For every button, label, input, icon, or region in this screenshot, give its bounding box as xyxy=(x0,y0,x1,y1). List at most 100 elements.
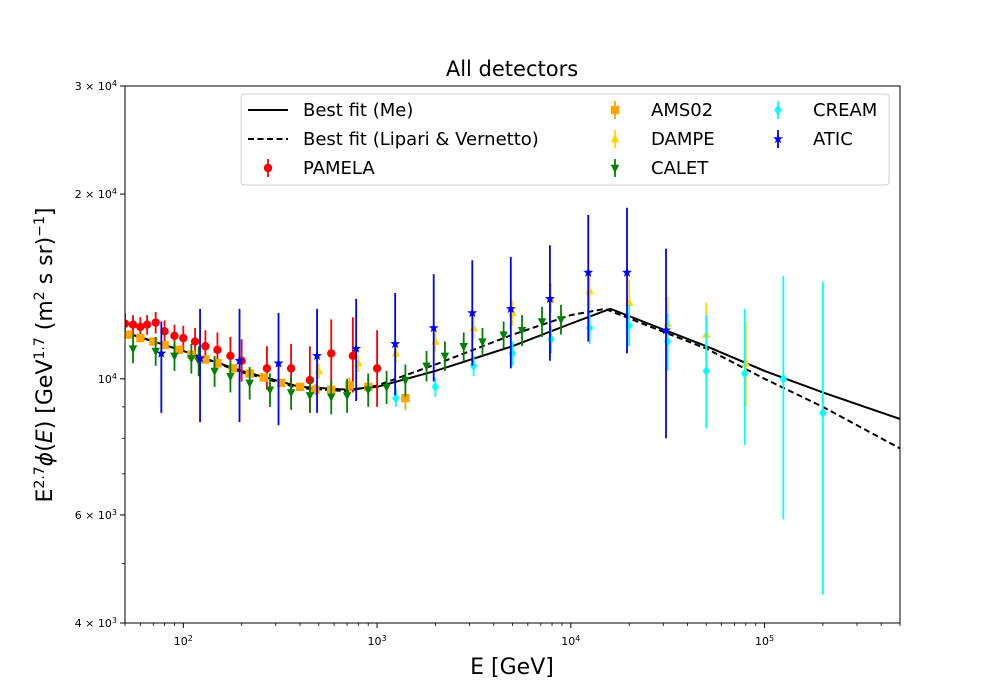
data-point xyxy=(245,379,254,389)
data-point xyxy=(305,392,315,401)
data-point xyxy=(741,358,750,367)
data-point xyxy=(314,365,323,375)
data-point xyxy=(342,392,352,401)
legend-label: DAMPE xyxy=(651,129,715,150)
data-point xyxy=(382,383,391,393)
data-point xyxy=(478,338,487,347)
data-point xyxy=(142,320,152,329)
data-point xyxy=(170,352,179,362)
data-point xyxy=(517,327,527,336)
legend-marker xyxy=(774,104,782,116)
data-point xyxy=(170,331,179,341)
data-point xyxy=(622,267,632,277)
data-point xyxy=(156,348,167,358)
x-tick-label: 105 xyxy=(755,634,774,649)
data-point xyxy=(345,381,354,390)
data-point xyxy=(583,267,594,277)
data-point xyxy=(547,334,555,345)
legend-entry: CALET xyxy=(610,158,709,179)
data-point xyxy=(556,316,566,325)
y-axis-title: E2.7ϕ(E) [GeV1.7 (m2 s sr)−1] xyxy=(32,208,58,503)
data-point xyxy=(372,364,382,373)
data-point xyxy=(187,355,196,364)
data-point xyxy=(174,345,184,354)
data-point xyxy=(469,322,478,332)
data-point xyxy=(136,322,145,332)
data-point xyxy=(585,285,594,295)
data-point xyxy=(160,327,169,336)
data-point xyxy=(125,319,130,328)
data-point xyxy=(702,365,710,377)
legend-entry: CREAM xyxy=(774,100,877,121)
y-tick-label: 104 xyxy=(98,371,117,386)
data-point xyxy=(190,337,200,346)
series-calet xyxy=(128,304,566,415)
data-point xyxy=(459,343,468,352)
legend-label: Best fit (Me) xyxy=(303,100,413,121)
data-point xyxy=(295,382,305,392)
y-tick-label: 6 × 103 xyxy=(75,507,117,522)
data-point xyxy=(351,343,362,353)
data-point xyxy=(440,352,450,362)
data-point xyxy=(201,355,210,364)
x-axis-title: E [GeV] xyxy=(470,655,554,680)
data-point xyxy=(469,360,478,371)
legend-label: CALET xyxy=(651,158,709,179)
data-point xyxy=(259,373,268,382)
data-point xyxy=(226,351,235,361)
series-pamela xyxy=(125,311,382,413)
data-point xyxy=(401,376,410,386)
data-point xyxy=(179,333,188,343)
data-point xyxy=(201,342,210,351)
data-point xyxy=(265,386,275,395)
x-axis: 102 103 104 105 xyxy=(124,623,901,649)
data-point xyxy=(128,345,138,354)
data-point xyxy=(431,381,440,393)
data-point xyxy=(819,407,827,419)
y-tick-label: 2 × 104 xyxy=(75,187,117,202)
x-tick-label: 104 xyxy=(561,634,580,649)
data-point xyxy=(544,293,555,304)
data-point xyxy=(537,318,547,327)
data-point xyxy=(151,318,160,327)
data-point xyxy=(286,389,296,398)
data-point xyxy=(401,393,410,403)
data-point xyxy=(136,333,145,343)
data-point xyxy=(226,372,235,382)
series-atic xyxy=(156,207,671,439)
data-point xyxy=(234,355,245,365)
legend-marker xyxy=(610,133,620,143)
legend-entry: ATIC xyxy=(773,129,853,150)
y-tick-label: 4 × 103 xyxy=(75,616,117,631)
legend-label: Best fit (Lipari & Vernetto) xyxy=(303,129,539,150)
series-cream xyxy=(392,276,827,595)
y-tick-label: 3 × 104 xyxy=(75,79,117,94)
data-point xyxy=(431,336,440,345)
legend-marker xyxy=(610,105,620,115)
data-point xyxy=(195,353,205,363)
data-point xyxy=(428,322,439,333)
data-point xyxy=(151,347,160,357)
legend-entry: DAMPE xyxy=(610,129,715,150)
data-point xyxy=(228,364,237,373)
data-point xyxy=(422,362,431,371)
data-point xyxy=(499,331,508,340)
chart-title: All detectors xyxy=(446,57,578,81)
data-point xyxy=(311,385,320,394)
data-point xyxy=(364,386,373,395)
legend-entry: AMS02 xyxy=(610,100,713,121)
data-point xyxy=(213,345,222,354)
data-point xyxy=(262,364,272,373)
data-point xyxy=(125,330,133,339)
y-axis: 4 × 103 6 × 103 104 2 × 104 3 × 104 xyxy=(75,79,125,631)
legend-label: ATIC xyxy=(813,129,853,150)
data-point xyxy=(467,307,478,318)
legend-entry: PAMELA xyxy=(263,158,375,179)
data-point xyxy=(327,349,336,358)
data-point xyxy=(390,338,401,349)
data-point xyxy=(273,358,284,368)
data-point xyxy=(585,322,594,334)
data-point xyxy=(741,368,749,379)
data-point xyxy=(661,325,671,335)
